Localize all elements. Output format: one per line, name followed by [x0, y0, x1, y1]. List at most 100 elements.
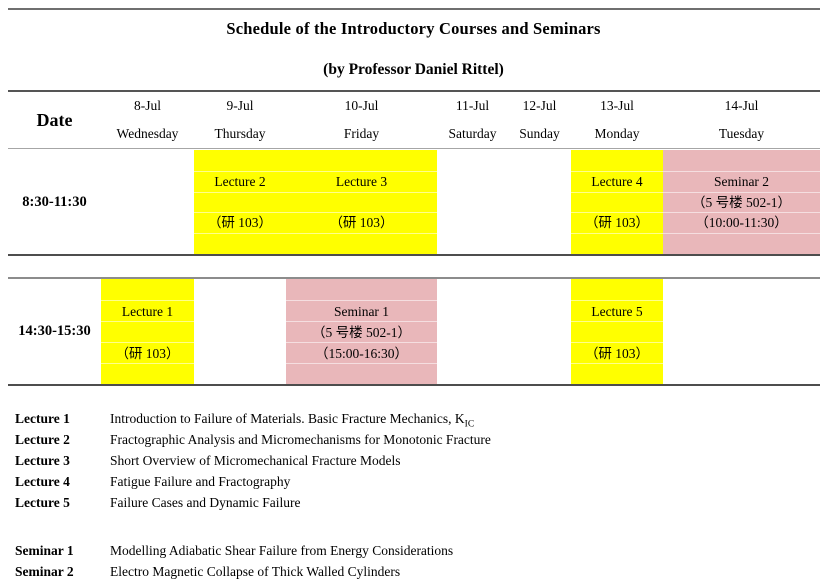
legend-row: Seminar 1 Modelling Adiabatic Shear Fail… [15, 540, 453, 561]
seminar-1-cell: Seminar 1 （5 号楼 502-1） （15:00-16:30） [286, 279, 437, 384]
cell-line-spacer [286, 363, 437, 384]
day-name: Tuesday [718, 126, 765, 141]
cell-line: Lecture 2 [194, 170, 286, 192]
empty-cell [508, 279, 571, 384]
legend-label: Lecture 1 [15, 411, 70, 426]
legend-label: Lecture 5 [15, 495, 70, 510]
table2-top-border [8, 277, 820, 279]
day-name: Monday [594, 126, 640, 141]
time-slot-label: 14:30-15:30 [18, 323, 91, 339]
legend-row: Lecture 3 Short Overview of Micromechani… [15, 450, 491, 471]
cell-line-spacer [286, 233, 437, 254]
day-date: 8-Jul [134, 98, 161, 113]
day-name: Friday [343, 126, 380, 141]
day-date: 11-Jul [455, 98, 490, 113]
cell-line-spacer [663, 233, 820, 254]
cell-line-spacer [101, 363, 194, 384]
cell-line: （研 103） [194, 212, 286, 233]
day-name: Thursday [214, 126, 266, 141]
legend-row: Lecture 2 Fractographic Analysis and Mic… [15, 429, 491, 450]
legend-row: Lecture 1 Introduction to Failure of Mat… [15, 408, 491, 430]
header-separator [8, 148, 820, 149]
cell-line: Seminar 1 [286, 300, 437, 321]
cell-line-spacer [286, 279, 437, 300]
day-name: Sunday [519, 126, 560, 141]
legend-description: Fatigue Failure and Fractography [110, 474, 291, 489]
cell-line: Lecture 1 [101, 300, 194, 321]
date-column-header: Date [36, 109, 73, 130]
legend-row: Lecture 4 Fatigue Failure and Fractograp… [15, 471, 491, 492]
legend-description: Short Overview of Micromechanical Fractu… [110, 453, 401, 468]
table1-bottom-border [8, 254, 820, 256]
cell-line: （研 103） [571, 212, 663, 233]
empty-cell [437, 279, 508, 384]
cell-line: Lecture 5 [571, 300, 663, 321]
cell-line: （研 103） [286, 212, 437, 233]
legend-description: Electro Magnetic Collapse of Thick Walle… [110, 564, 401, 579]
day-header-monday: 13-Jul Monday [571, 92, 663, 148]
time-slot-label: 8:30-11:30 [22, 193, 87, 210]
day-header-tuesday: 14-Jul Tuesday [663, 92, 820, 148]
legend-label: Seminar 2 [15, 564, 74, 579]
legend-row: Lecture 5 Failure Cases and Dynamic Fail… [15, 492, 491, 513]
cell-line: Seminar 2 [663, 170, 820, 192]
cell-line-spacer [663, 150, 820, 171]
cell-line: （5 号楼 502-1） [286, 321, 437, 342]
cell-line-spacer [101, 279, 194, 300]
legend-label: Lecture 2 [15, 432, 70, 447]
day-header-wednesday: 8-Jul Wednesday [101, 92, 194, 148]
page-title: Schedule of the Introductory Courses and… [226, 19, 601, 38]
cell-line-spacer [101, 321, 194, 342]
cell-line-spacer [571, 150, 663, 171]
legend-description: Introduction to Failure of Materials. Ba… [110, 408, 475, 430]
cell-line: （10:00-11:30） [663, 212, 820, 233]
cell-line-spacer [286, 191, 437, 213]
cell-line-spacer [571, 363, 663, 384]
legend-description-text: Introduction to Failure of Materials. Ba… [110, 411, 465, 426]
day-header-sunday: 12-Jul Sunday [508, 92, 571, 148]
empty-cell [101, 150, 194, 254]
legend-label: Seminar 1 [15, 543, 74, 558]
legend-row: Seminar 2 Electro Magnetic Collapse of T… [15, 561, 453, 582]
top-divider [8, 8, 820, 10]
lecture-legend: Lecture 1 Introduction to Failure of Mat… [15, 408, 491, 513]
table2-bottom-border [8, 384, 820, 386]
cell-line-spacer [194, 233, 286, 254]
cell-line: （研 103） [571, 342, 663, 363]
day-date: 13-Jul [600, 98, 634, 113]
lecture-5-cell: Lecture 5 （研 103） [571, 279, 663, 384]
table-header-row: Date 8-Jul Wednesday 9-Jul Thursday 10-J… [8, 92, 820, 148]
cell-line-spacer [571, 321, 663, 342]
schedule-row-afternoon: 14:30-15:30 Lecture 1 （研 103） Seminar 1 … [8, 279, 820, 384]
schedule-row-morning: 8:30-11:30 Lecture 2 （研 103） Lecture 3 （… [8, 150, 820, 254]
cell-line-spacer [194, 191, 286, 213]
day-header-saturday: 11-Jul Saturday [437, 92, 508, 148]
legend-description-subscript: IC [464, 419, 475, 430]
empty-cell [194, 279, 286, 384]
legend-description: Modelling Adiabatic Shear Failure from E… [110, 543, 454, 558]
cell-line: （5 号楼 502-1） [663, 191, 820, 213]
cell-line-spacer [571, 233, 663, 254]
page-subtitle: (by Professor Daniel Rittel) [323, 61, 504, 78]
legend-description: Fractographic Analysis and Micromechanis… [110, 432, 491, 447]
table-top-border [8, 90, 820, 92]
empty-cell [663, 279, 820, 384]
seminar-legend: Seminar 1 Modelling Adiabatic Shear Fail… [15, 540, 453, 582]
lecture-1-cell: Lecture 1 （研 103） [101, 279, 194, 384]
legend-description: Failure Cases and Dynamic Failure [110, 495, 301, 510]
cell-line: （15:00-16:30） [286, 342, 437, 363]
day-header-friday: 10-Jul Friday [286, 92, 437, 148]
cell-line-spacer [194, 150, 286, 171]
day-date: 10-Jul [344, 98, 379, 113]
cell-line: Lecture 4 [571, 170, 663, 192]
day-name: Wednesday [116, 126, 179, 141]
empty-cell [437, 150, 508, 254]
lecture-2-cell: Lecture 2 （研 103） [194, 150, 286, 254]
cell-line: Lecture 3 [286, 170, 437, 192]
seminar-2-cell: Seminar 2 （5 号楼 502-1） （10:00-11:30） [663, 150, 820, 254]
day-date: 9-Jul [226, 98, 254, 113]
cell-line: （研 103） [101, 342, 194, 363]
lecture-3-cell: Lecture 3 （研 103） [286, 150, 437, 254]
lecture-4-cell: Lecture 4 （研 103） [571, 150, 663, 254]
legend-label: Lecture 3 [15, 453, 70, 468]
